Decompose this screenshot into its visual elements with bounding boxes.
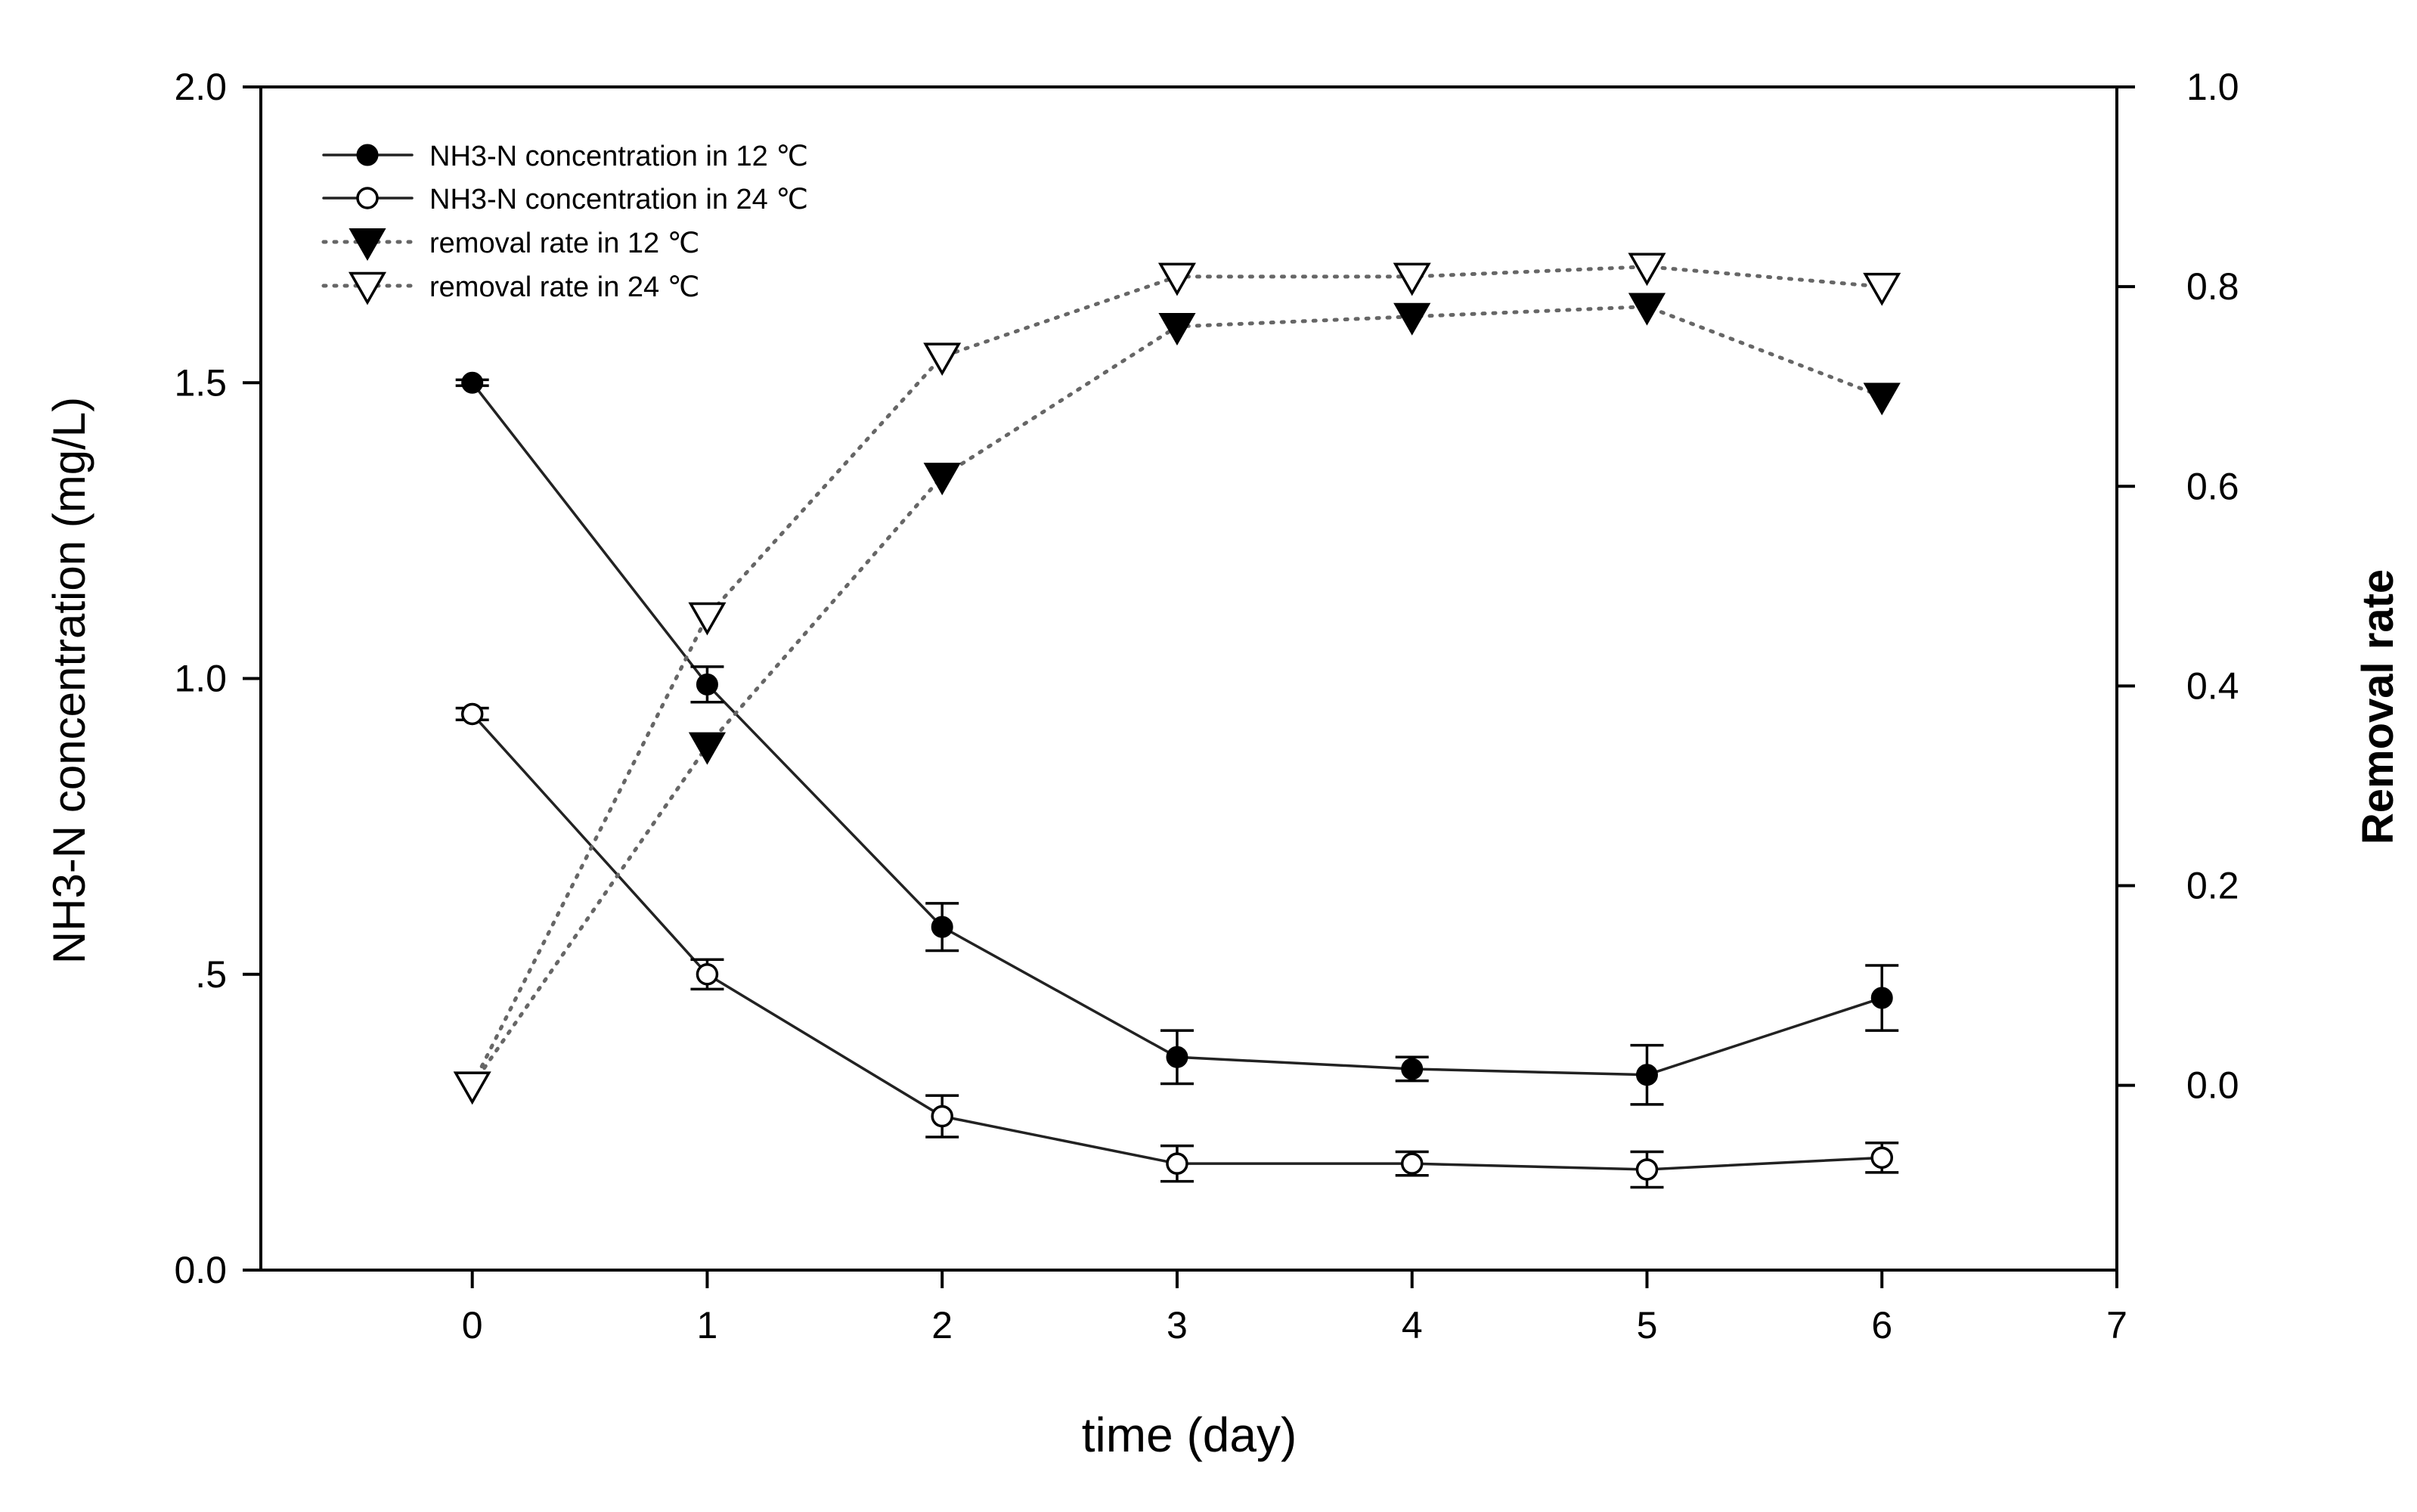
y2-axis-title: Removal rate xyxy=(2353,569,2403,844)
y2-tick-label-3: 0.6 xyxy=(2186,465,2239,507)
series-3 xyxy=(453,253,1901,1105)
legend-label-2: removal rate in 12 ℃ xyxy=(429,228,699,259)
y-tick-label-0: 0.0 xyxy=(174,1249,227,1291)
data-point-0-4 xyxy=(1401,1058,1424,1080)
data-point-0-2 xyxy=(931,916,953,938)
data-point-2-4 xyxy=(1393,302,1431,336)
legend-marker-0 xyxy=(356,144,379,166)
data-point-2-3 xyxy=(1158,312,1196,345)
data-point-0-5 xyxy=(1635,1064,1658,1086)
data-point-3-1 xyxy=(688,602,727,636)
y-tick-label-1: .5 xyxy=(195,953,227,996)
data-point-1-2 xyxy=(931,1105,953,1128)
y-axis-title: NH3-N concentration (mg/L) xyxy=(44,397,95,964)
data-point-2-2 xyxy=(923,463,961,496)
data-point-0-6 xyxy=(1870,987,1893,1009)
data-point-1-3 xyxy=(1166,1152,1188,1175)
data-point-2-6 xyxy=(1863,383,1901,416)
data-point-0-0 xyxy=(461,371,484,394)
y2-tick-label-0: 0.0 xyxy=(2186,1064,2239,1107)
y-tick-label-3: 1.5 xyxy=(174,361,227,404)
data-point-1-6 xyxy=(1870,1146,1893,1170)
x-tick-label-6: 6 xyxy=(1871,1304,1892,1346)
x-axis-title: time (day) xyxy=(1082,1408,1297,1462)
legend-marker-2 xyxy=(349,228,386,262)
data-point-1-4 xyxy=(1400,1152,1424,1175)
y2-tick-label-1: 0.2 xyxy=(2186,865,2239,907)
data-point-3-2 xyxy=(923,342,962,376)
y-tick-label-2: 1.0 xyxy=(174,658,227,700)
legend: NH3-N concentration in 12 ℃ NH3-N concent… xyxy=(321,141,808,305)
y2-tick-label-5: 1.0 xyxy=(2186,66,2239,108)
x-tick-label-7: 7 xyxy=(2106,1304,2127,1346)
y2-tick-label-4: 0.8 xyxy=(2186,265,2239,308)
data-point-0-3 xyxy=(1166,1046,1188,1068)
data-point-1-5 xyxy=(1635,1158,1659,1181)
data-point-1-0 xyxy=(460,702,484,726)
x-tick-label-5: 5 xyxy=(1637,1304,1658,1346)
legend-label-1: NH3-N concentration in 24 ℃ xyxy=(429,184,808,215)
data-point-2-1 xyxy=(688,732,727,765)
x-tick-label-1: 1 xyxy=(697,1304,718,1346)
y-tick-label-4: 2.0 xyxy=(174,66,227,108)
data-point-3-3 xyxy=(1157,262,1196,296)
series-layer xyxy=(453,253,1901,1189)
legend-marker-3 xyxy=(348,271,387,305)
legend-label-3: removal rate in 24 ℃ xyxy=(429,271,699,303)
series-1 xyxy=(455,702,1899,1189)
data-point-3-5 xyxy=(1628,253,1666,287)
legend-marker-1 xyxy=(356,187,379,209)
x-tick-label-4: 4 xyxy=(1402,1304,1423,1346)
data-point-1-1 xyxy=(696,963,719,986)
data-point-0-1 xyxy=(696,673,718,696)
x-tick-label-0: 0 xyxy=(462,1304,483,1346)
data-point-3-6 xyxy=(1863,272,1901,306)
data-point-2-5 xyxy=(1628,293,1666,326)
series-0 xyxy=(455,371,1899,1106)
axes-layer: 0 1 2 3 4 5 6 7 0.0 .5 1.0 1.5 2.0 0.0 0.2 0.4 0.6 0.8 1.0 xyxy=(174,66,2239,1346)
data-point-3-4 xyxy=(1393,262,1431,296)
data-point-3-0 xyxy=(453,1071,491,1105)
legend-label-0: NH3-N concentration in 12 ℃ xyxy=(429,141,808,172)
y2-tick-label-2: 0.4 xyxy=(2186,665,2239,707)
x-tick-label-2: 2 xyxy=(931,1304,953,1346)
x-tick-label-3: 3 xyxy=(1167,1304,1188,1346)
